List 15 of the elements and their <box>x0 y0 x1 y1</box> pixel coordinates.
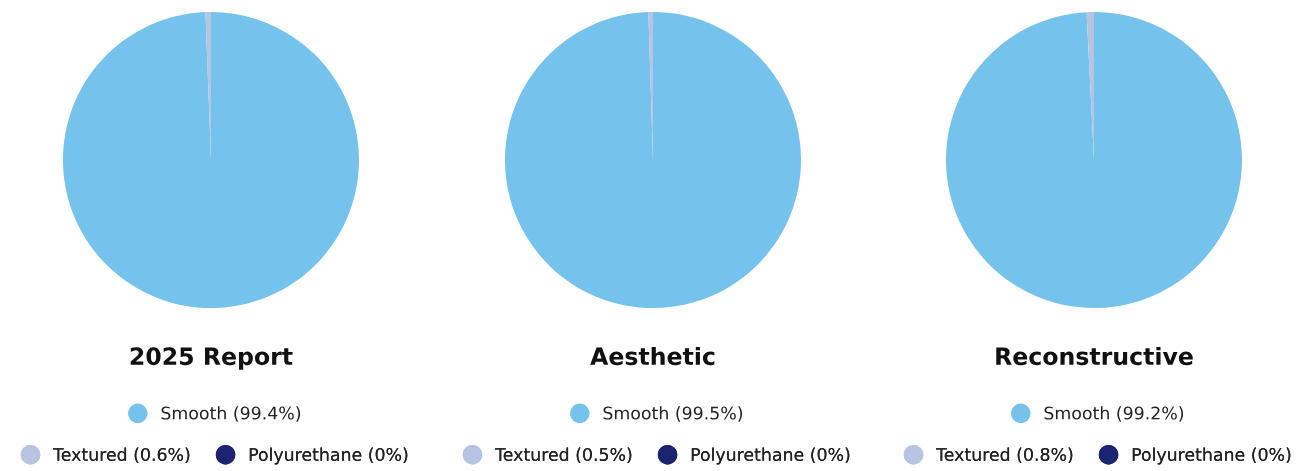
text: 2025 Report <box>130 347 293 370</box>
pie-slice <box>505 12 801 308</box>
legend-label: Smooth (99.4%) <box>161 406 301 422</box>
pie-slice <box>63 12 359 308</box>
legend-label: Polyurethane (0%) <box>249 447 408 465</box>
legend-label: Polyurethane (0%) <box>1132 447 1291 465</box>
legend-label: Textured (0.5%) <box>495 447 632 464</box>
legend-label: Textured (0.8%) <box>936 447 1073 464</box>
text: Aesthetic <box>590 346 715 366</box>
text: Reconstructive <box>996 346 1193 366</box>
legend-label: Textured (0.6%) <box>53 447 190 464</box>
legend-label: Polyurethane (0%) <box>691 447 850 465</box>
legend-label: Smooth (99.5%) <box>603 406 743 422</box>
pie-slice <box>946 12 1242 308</box>
legend-label: Smooth (99.2%) <box>1044 406 1184 422</box>
